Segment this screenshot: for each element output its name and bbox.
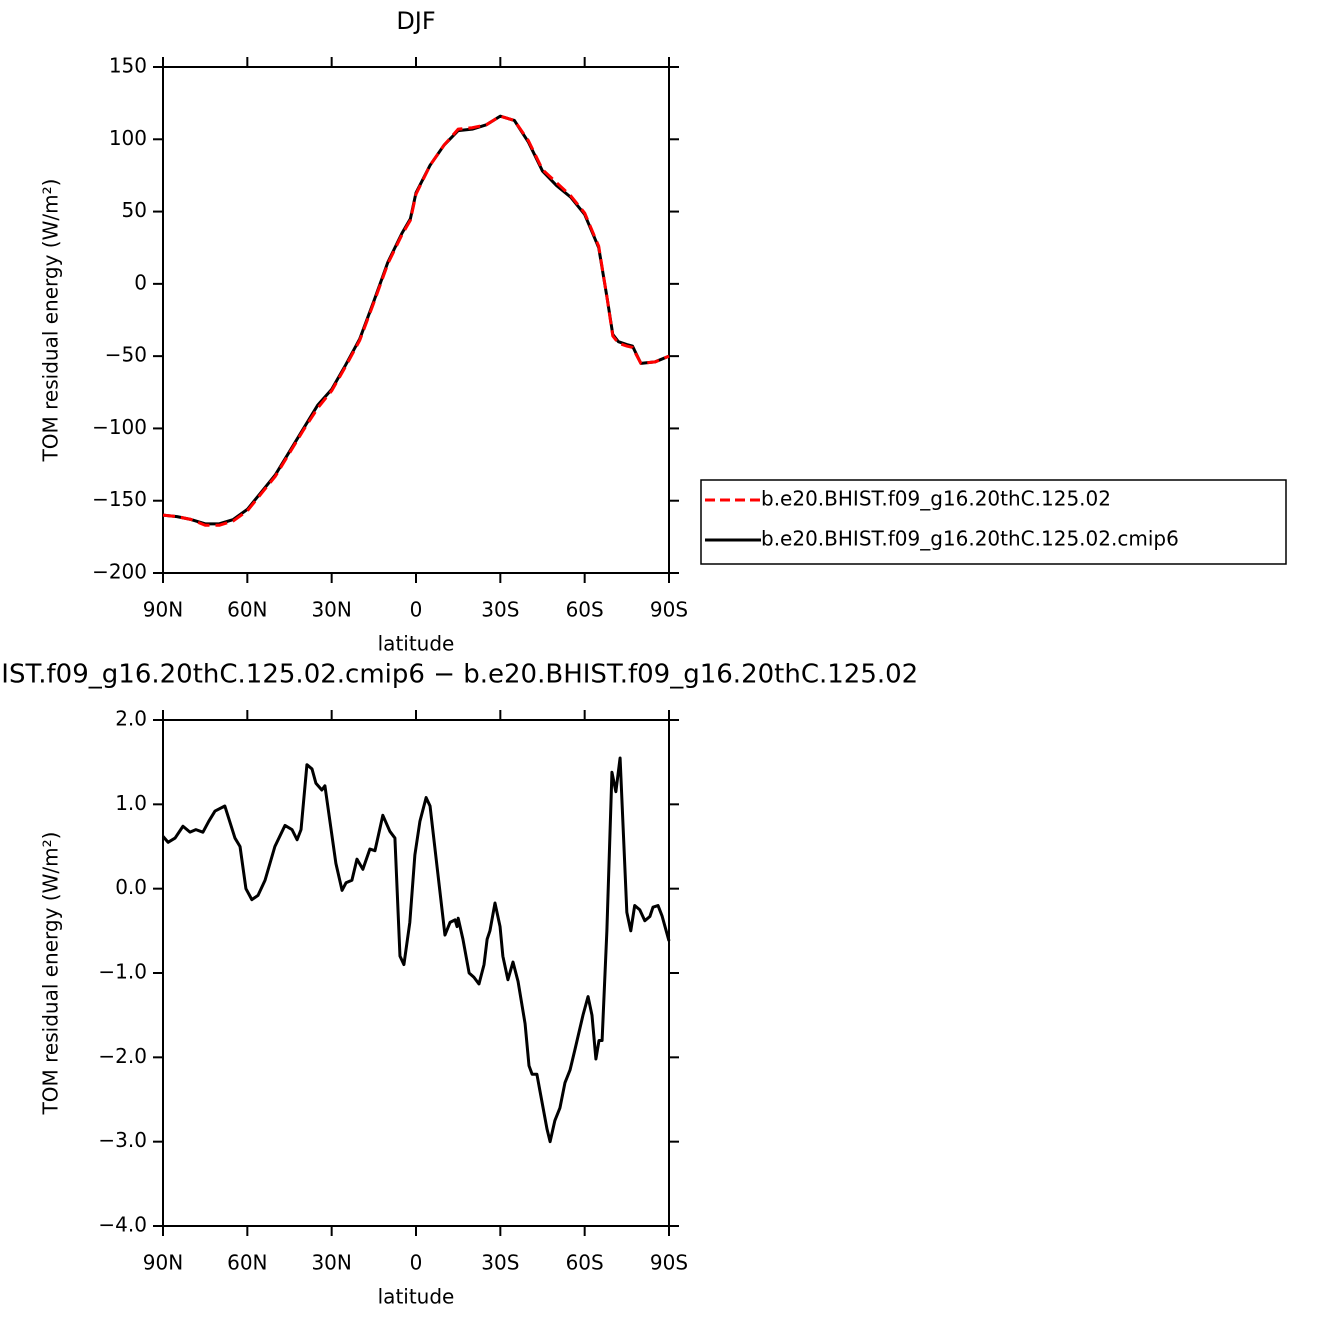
plot-frame — [162, 66, 670, 574]
y-axis-label: TOM residual energy (W/m²) — [39, 832, 63, 1116]
y-tick-label: −2.0 — [98, 1044, 147, 1068]
x-axis-label: latitude — [378, 632, 455, 656]
x-tick-label: 30N — [311, 1251, 351, 1275]
x-tick-label: 30S — [481, 598, 519, 622]
y-tick-label: 2.0 — [115, 707, 147, 731]
x-tick-label: 60N — [227, 1251, 267, 1275]
y-axis-label: TOM residual energy (W/m²) — [39, 179, 63, 463]
y-tick-label: −200 — [92, 560, 147, 584]
series-line — [162, 114, 670, 527]
y-tick-label: −150 — [92, 487, 147, 511]
y-tick-label: 100 — [109, 126, 147, 150]
x-tick-label: 90S — [650, 598, 688, 622]
x-tick-label: 60N — [227, 598, 267, 622]
y-tick-label: −4.0 — [98, 1213, 147, 1237]
legend-box — [700, 479, 1287, 565]
x-tick-label: 0 — [410, 1251, 423, 1275]
legend-label: b.e20.BHIST.f09_g16.20thC.125.02 — [761, 487, 1111, 511]
x-tick-label: 90N — [143, 598, 183, 622]
y-tick-label: 0 — [134, 270, 147, 294]
x-axis-label: latitude — [378, 1285, 455, 1309]
x-tick-label: 60S — [566, 598, 604, 622]
series-line — [162, 114, 670, 526]
x-tick-label: 90S — [650, 1251, 688, 1275]
x-tick-label: 30S — [481, 1251, 519, 1275]
chart-title: DJF — [396, 7, 435, 35]
y-tick-label: 0.0 — [115, 875, 147, 899]
legend-label: b.e20.BHIST.f09_g16.20thC.125.02.cmip6 — [761, 527, 1179, 551]
y-tick-label: −1.0 — [98, 960, 147, 984]
chart-title: b.e20.BHIST.f09_g16.20thC.125.02.cmip6 −… — [0, 660, 918, 690]
x-tick-label: 90N — [143, 1251, 183, 1275]
x-tick-label: 60S — [566, 1251, 604, 1275]
plot-frame — [162, 719, 670, 1227]
y-tick-label: 1.0 — [115, 791, 147, 815]
x-tick-label: 30N — [311, 598, 351, 622]
y-tick-label: −3.0 — [98, 1128, 147, 1152]
y-tick-label: −100 — [92, 415, 147, 439]
y-tick-label: 150 — [109, 54, 147, 78]
x-tick-label: 0 — [410, 598, 423, 622]
y-tick-label: 50 — [122, 198, 147, 222]
series-line — [161, 756, 671, 1144]
y-tick-label: −50 — [105, 343, 147, 367]
